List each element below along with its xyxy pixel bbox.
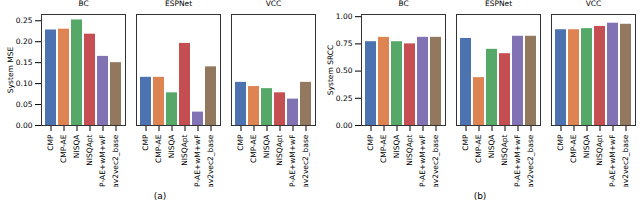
svg-text:CMP-AE+wM+wF: CMP-AE+wM+wF bbox=[98, 135, 107, 188]
svg-text:CMP-AE+wM+wF: CMP-AE+wM+wF bbox=[418, 135, 427, 188]
svg-text:CMP-AE+wM+wF: CMP-AE+wM+wF bbox=[513, 135, 522, 188]
svg-text:0.50: 0.50 bbox=[336, 66, 353, 75]
svg-text:NISQA: NISQA bbox=[262, 134, 271, 158]
svg-text:NISQA: NISQA bbox=[72, 134, 81, 158]
svg-text:CMP: CMP bbox=[46, 134, 55, 151]
svg-text:CMP-AE: CMP-AE bbox=[249, 134, 258, 163]
svg-text:0.15: 0.15 bbox=[16, 58, 33, 67]
svg-text:CMP: CMP bbox=[461, 134, 470, 151]
svg-text:NISQA: NISQA bbox=[487, 134, 496, 158]
svg-text:CMP-AE+wM+wF: CMP-AE+wM+wF bbox=[288, 135, 297, 188]
svg-text:0.25: 0.25 bbox=[16, 16, 33, 25]
svg-text:0.00: 0.00 bbox=[16, 121, 33, 130]
svg-text:CMP-AE: CMP-AE bbox=[474, 134, 483, 163]
svg-text:1.00: 1.00 bbox=[336, 12, 353, 21]
svg-text:VCC: VCC bbox=[266, 0, 282, 8]
svg-text:BC: BC bbox=[78, 0, 88, 8]
svg-text:NISQA: NISQA bbox=[167, 134, 176, 158]
svg-text:CMP-AE+wM+wF: CMP-AE+wM+wF bbox=[193, 135, 202, 188]
svg-text:CMP-AE: CMP-AE bbox=[154, 134, 163, 163]
svg-text:ESPNet: ESPNet bbox=[485, 0, 512, 8]
svg-text:CMP: CMP bbox=[236, 134, 245, 151]
svg-text:0.25: 0.25 bbox=[336, 94, 353, 103]
svg-text:NISQApt: NISQApt bbox=[595, 134, 604, 165]
html-text:(a): (a) bbox=[153, 191, 167, 201]
svg-text:NISQApt: NISQApt bbox=[85, 134, 94, 165]
svg-text:NISQApt: NISQApt bbox=[500, 134, 509, 165]
svg-text:NISQA: NISQA bbox=[392, 134, 401, 158]
svg-text:NISQApt: NISQApt bbox=[180, 134, 189, 165]
svg-text:wav2vec2_base: wav2vec2_base bbox=[111, 134, 120, 187]
svg-text:wav2vec2_base: wav2vec2_base bbox=[621, 134, 630, 187]
svg-text:System SRCC: System SRCC bbox=[326, 45, 335, 95]
svg-text:CMP: CMP bbox=[556, 134, 565, 151]
svg-text:ESPNet: ESPNet bbox=[165, 0, 192, 8]
svg-text:VCC: VCC bbox=[586, 0, 602, 8]
svg-text:CMP: CMP bbox=[141, 134, 150, 151]
svg-text:wav2vec2_base: wav2vec2_base bbox=[526, 134, 535, 187]
svg-text:wav2vec2_base: wav2vec2_base bbox=[206, 134, 215, 187]
svg-text:0.00: 0.00 bbox=[336, 121, 353, 130]
svg-text:CMP: CMP bbox=[366, 134, 375, 151]
svg-text:0.10: 0.10 bbox=[16, 79, 33, 88]
svg-text:NISQApt: NISQApt bbox=[275, 134, 284, 165]
svg-text:CMP-AE: CMP-AE bbox=[59, 134, 68, 163]
svg-text:0.75: 0.75 bbox=[336, 39, 353, 48]
svg-text:0.20: 0.20 bbox=[16, 37, 33, 46]
svg-text:0.05: 0.05 bbox=[16, 100, 33, 109]
svg-text:wav2vec2_base: wav2vec2_base bbox=[301, 134, 310, 187]
svg-text:CMP-AE: CMP-AE bbox=[569, 134, 578, 163]
svg-text:System MSE: System MSE bbox=[6, 47, 15, 94]
svg-text:CMP-AE+wM+wF: CMP-AE+wM+wF bbox=[608, 135, 617, 188]
svg-text:BC: BC bbox=[398, 0, 408, 8]
html-text:(b): (b) bbox=[473, 191, 487, 201]
svg-text:CMP-AE: CMP-AE bbox=[379, 134, 388, 163]
svg-text:NISQA: NISQA bbox=[582, 134, 591, 158]
svg-text:NISQApt: NISQApt bbox=[405, 134, 414, 165]
svg-text:wav2vec2_base: wav2vec2_base bbox=[431, 134, 440, 187]
